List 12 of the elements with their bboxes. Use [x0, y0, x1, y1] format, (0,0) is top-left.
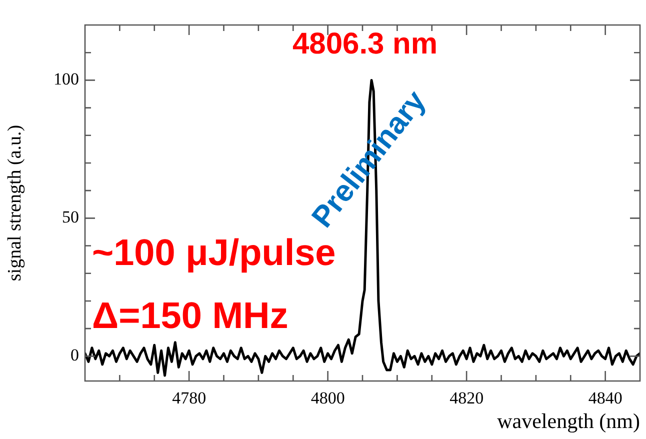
y-tick-label: 0 — [70, 346, 79, 365]
x-tick-label: 4800 — [310, 388, 345, 408]
x-axis-title: wavelength (nm) — [497, 408, 640, 433]
annotation: ~100 μJ/pulse — [92, 232, 336, 274]
y-tick-label: 100 — [54, 70, 79, 89]
y-axis-title: signal strength (a.u.) — [4, 124, 26, 282]
x-tick-label: 4780 — [172, 388, 206, 408]
x-tick-label: 4820 — [450, 388, 484, 408]
y-tick-label: 50 — [62, 208, 79, 227]
x-tick-label: 4840 — [588, 388, 622, 408]
annotation: Δ=150 MHz — [92, 295, 288, 336]
annotation: 4806.3 nm — [292, 27, 438, 60]
